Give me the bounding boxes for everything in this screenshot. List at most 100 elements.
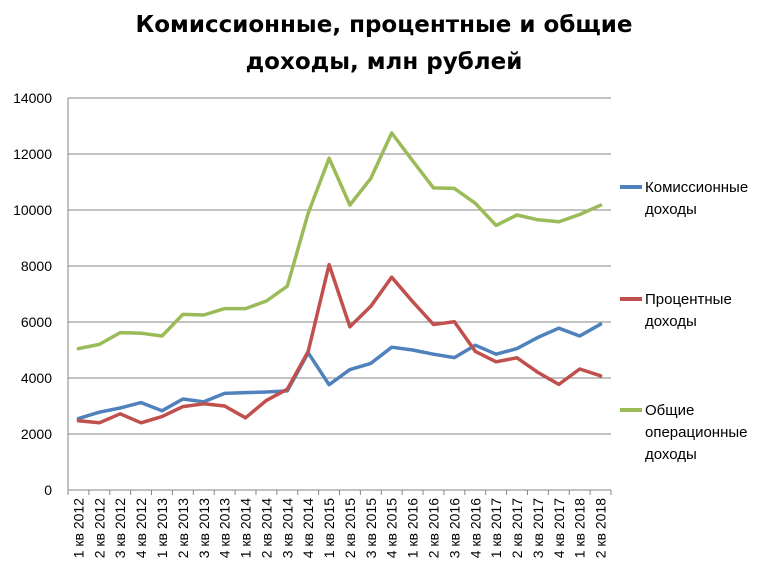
data-point — [327, 263, 331, 267]
data-point — [264, 299, 268, 303]
x-tick-label: 2 кв 2018 — [593, 498, 609, 558]
data-point — [97, 421, 101, 425]
legend-label: Комиссионные — [645, 179, 748, 196]
x-tick-label: 2 кв 2015 — [342, 498, 358, 558]
data-point — [473, 201, 477, 205]
x-tick-label: 1 кв 2013 — [154, 498, 170, 558]
data-point — [515, 347, 519, 351]
data-point — [139, 401, 143, 405]
x-tick-label: 2 кв 2014 — [258, 498, 274, 558]
data-point — [599, 322, 603, 326]
data-point — [494, 223, 498, 227]
data-point — [369, 176, 373, 180]
data-point — [348, 203, 352, 207]
data-point — [578, 334, 582, 338]
data-point — [139, 331, 143, 335]
data-point — [244, 391, 248, 395]
data-point — [452, 320, 456, 324]
y-tick-label: 10000 — [13, 202, 52, 218]
data-point — [411, 300, 415, 304]
x-tick-label: 3 кв 2014 — [279, 498, 295, 558]
legend-label: доходы — [645, 201, 697, 218]
x-tick-label: 1 кв 2016 — [405, 498, 421, 558]
legend-label: операционные — [645, 424, 748, 441]
data-point — [160, 415, 164, 419]
x-tick-label: 4 кв 2012 — [133, 498, 149, 558]
x-tick-label: 3 кв 2013 — [196, 498, 212, 558]
x-tick-label: 1 кв 2014 — [238, 498, 254, 558]
data-point — [452, 186, 456, 190]
data-point — [536, 218, 540, 222]
data-point — [76, 419, 80, 423]
y-tick-label: 6000 — [21, 314, 52, 330]
x-tick-label: 1 кв 2017 — [488, 498, 504, 558]
data-point — [578, 367, 582, 371]
data-point — [244, 416, 248, 420]
data-point — [244, 307, 248, 311]
x-tick-label: 1 кв 2012 — [70, 498, 86, 558]
y-tick-label: 8000 — [21, 258, 52, 274]
data-point — [411, 348, 415, 352]
data-point — [202, 402, 206, 406]
y-tick-label: 14000 — [13, 90, 52, 106]
data-point — [515, 213, 519, 217]
data-point — [515, 356, 519, 360]
data-point — [97, 342, 101, 346]
legend-label: доходы — [645, 313, 697, 330]
data-point — [118, 331, 122, 335]
data-point — [327, 156, 331, 160]
data-point — [181, 405, 185, 409]
data-point — [369, 304, 373, 308]
data-point — [348, 368, 352, 372]
y-tick-label: 4000 — [21, 370, 52, 386]
x-tick-label: 3 кв 2016 — [446, 498, 462, 558]
data-point — [181, 312, 185, 316]
data-point — [285, 387, 289, 391]
x-tick-label: 4 кв 2014 — [300, 498, 316, 558]
data-point — [348, 325, 352, 329]
data-point — [536, 370, 540, 374]
data-point — [390, 131, 394, 135]
data-point — [285, 284, 289, 288]
data-point — [369, 361, 373, 365]
series-line — [76, 131, 603, 351]
x-tick-label: 4 кв 2013 — [217, 498, 233, 558]
legend-label: Процентные — [645, 291, 732, 308]
x-tick-label: 2 кв 2012 — [91, 498, 107, 558]
x-tick-label: 1 кв 2018 — [572, 498, 588, 558]
data-point — [223, 307, 227, 311]
data-point — [118, 406, 122, 410]
x-tick-label: 4 кв 2016 — [467, 498, 483, 558]
data-point — [557, 382, 561, 386]
data-point — [223, 404, 227, 408]
data-point — [431, 186, 435, 190]
data-point — [411, 159, 415, 163]
data-point — [557, 326, 561, 330]
data-point — [160, 334, 164, 338]
x-tick-label: 4 кв 2015 — [384, 498, 400, 558]
data-point — [264, 398, 268, 402]
x-tick-label: 3 кв 2015 — [363, 498, 379, 558]
x-tick-label: 2 кв 2017 — [509, 498, 525, 558]
data-point — [431, 323, 435, 327]
data-point — [223, 391, 227, 395]
data-point — [578, 212, 582, 216]
data-point — [390, 275, 394, 279]
chart-title-line-1: Комиссионные, процентные и общие — [135, 12, 633, 38]
legend-label: доходы — [645, 446, 697, 463]
chart-title-line-2: доходы, млн рублей — [245, 49, 523, 75]
y-tick-label: 2000 — [21, 426, 52, 442]
y-tick-label: 12000 — [13, 146, 52, 162]
data-point — [494, 360, 498, 364]
data-point — [118, 412, 122, 416]
data-point — [473, 349, 477, 353]
data-point — [431, 352, 435, 356]
data-point — [473, 343, 477, 347]
data-point — [139, 421, 143, 425]
data-point — [494, 352, 498, 356]
data-point — [160, 409, 164, 413]
data-point — [76, 347, 80, 351]
data-point — [327, 383, 331, 387]
